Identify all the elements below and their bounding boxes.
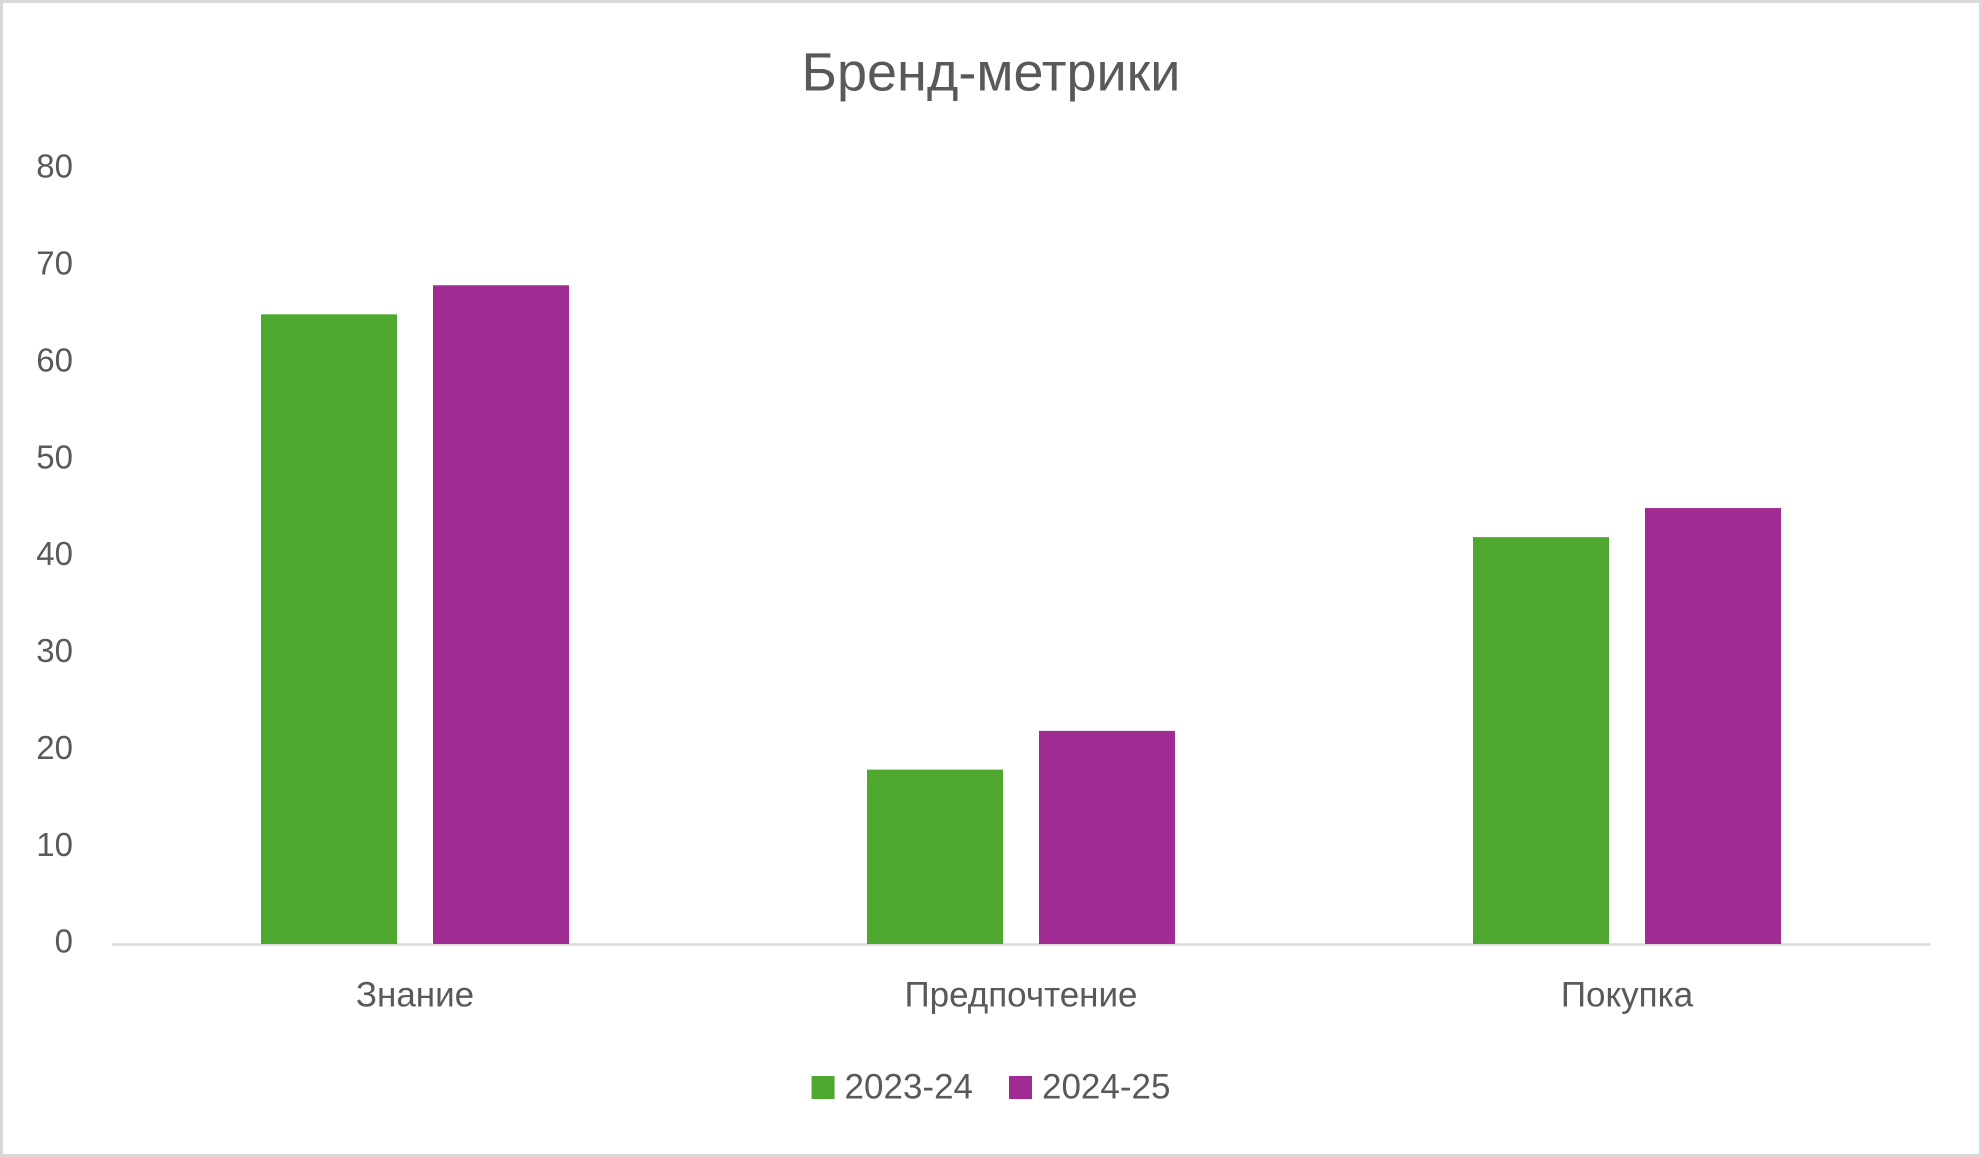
bar xyxy=(867,769,1003,944)
legend-label: 2023-24 xyxy=(845,1067,973,1106)
x-tick-label: Предпочтение xyxy=(904,975,1137,1014)
x-tick-label: Знание xyxy=(356,975,474,1014)
y-tick-label: 0 xyxy=(55,923,73,960)
y-tick-label: 60 xyxy=(36,341,73,378)
bar xyxy=(1473,537,1609,944)
bar xyxy=(433,285,569,944)
chart-title: Бренд-метрики xyxy=(802,42,1181,102)
y-tick-label: 40 xyxy=(36,535,73,572)
y-tick-label: 80 xyxy=(36,148,73,185)
legend-swatch xyxy=(1009,1076,1032,1099)
y-tick-label: 30 xyxy=(36,632,73,669)
y-tick-label: 50 xyxy=(36,438,73,475)
legend-swatch xyxy=(811,1076,835,1099)
y-tick-label: 10 xyxy=(36,826,73,863)
bar xyxy=(1645,508,1781,944)
y-tick-label: 70 xyxy=(36,245,73,282)
y-tick-label: 20 xyxy=(36,729,73,766)
bar xyxy=(1039,730,1175,944)
legend-label: 2024-25 xyxy=(1042,1067,1170,1106)
x-tick-label: Покупка xyxy=(1561,975,1694,1014)
bar xyxy=(261,314,397,944)
